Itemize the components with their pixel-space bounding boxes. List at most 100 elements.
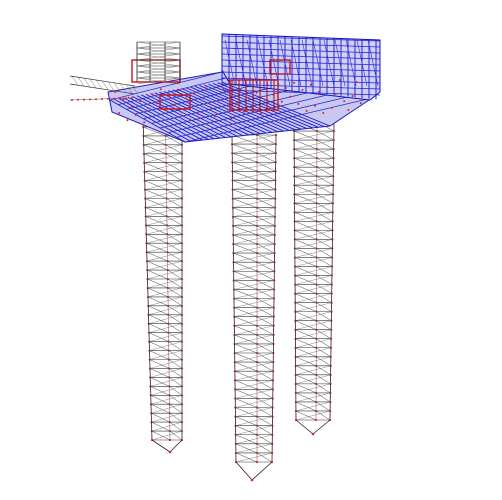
node <box>322 111 325 114</box>
leg-diagonal <box>233 289 258 299</box>
leg-diagonal <box>150 377 170 387</box>
node <box>231 188 234 191</box>
leg-diagonal <box>294 266 333 276</box>
module-block <box>221 33 381 101</box>
leg-diagonal <box>294 230 317 240</box>
leg-diagonal <box>232 198 258 208</box>
node <box>232 242 235 246</box>
leg-diagonal <box>151 412 170 423</box>
leg-diagonal <box>294 194 334 204</box>
leg-diagonal <box>234 334 258 345</box>
module-beam <box>221 53 381 60</box>
leg-tip <box>169 439 183 453</box>
leg-diagonal <box>235 425 258 435</box>
leg-diagonal <box>315 410 331 421</box>
leg-diagonal <box>147 269 183 280</box>
deck-beam <box>176 94 356 138</box>
node <box>234 103 237 106</box>
leg-diagonal <box>235 452 258 463</box>
leg-diagonal <box>168 341 183 351</box>
node <box>151 93 154 96</box>
node <box>168 450 172 454</box>
leg-diagonal <box>145 207 167 217</box>
boom-lacing <box>89 78 97 89</box>
leg-diagonal <box>148 332 169 342</box>
derrick-diagonal <box>136 59 181 67</box>
leg-diagonal <box>234 343 258 354</box>
leg-diagonal <box>169 386 183 396</box>
leg-diagonal <box>149 341 169 351</box>
module-beam <box>221 59 381 66</box>
leg-diagonal <box>166 171 183 181</box>
node <box>293 211 296 214</box>
node <box>231 142 234 146</box>
node <box>239 89 241 92</box>
leg-diagonal <box>147 269 168 280</box>
leg-diagonal <box>315 392 331 403</box>
leg-diagonal <box>294 257 333 267</box>
leg-diagonal <box>169 430 183 441</box>
leg-diagonal <box>148 296 183 307</box>
leg-diagonal <box>316 284 332 294</box>
leg-diagonal <box>295 302 332 312</box>
leg-diagonal <box>316 212 333 222</box>
leg <box>141 116 184 454</box>
node <box>232 224 235 227</box>
leg-diagonal <box>146 242 168 253</box>
leg-diagonal <box>295 311 332 321</box>
module-brace <box>334 39 346 87</box>
node <box>318 90 321 93</box>
deck-beam <box>123 97 203 141</box>
node <box>139 100 141 103</box>
leg-diagonal <box>316 130 334 141</box>
leg-diagonal <box>143 144 183 154</box>
leg-diagonal <box>295 275 332 285</box>
node <box>226 108 229 111</box>
leg-diagonal <box>234 307 274 317</box>
leg-diagonal <box>166 234 183 244</box>
leg-diagonal <box>315 383 331 394</box>
node <box>311 432 315 436</box>
leg-diagonal <box>168 332 183 342</box>
leg-diagonal <box>168 314 183 324</box>
module-brace <box>345 39 357 87</box>
leg-diagonal <box>294 221 333 231</box>
leg-diagonal <box>149 359 170 369</box>
node <box>289 95 291 98</box>
node <box>233 351 236 355</box>
deck-beam <box>109 71 223 101</box>
leg-diagonal <box>234 316 258 326</box>
leg-diagonal <box>166 216 183 226</box>
leg-diagonal <box>233 271 275 281</box>
leg-diagonal <box>147 278 168 289</box>
node <box>355 81 358 84</box>
node <box>268 107 271 110</box>
leg-diagonal <box>316 347 331 358</box>
deck-beam <box>203 84 307 129</box>
leg-diagonal <box>234 334 274 345</box>
node <box>259 112 262 115</box>
node <box>247 96 250 99</box>
node <box>234 406 237 409</box>
deck-beam <box>151 86 306 124</box>
leg-diagonal <box>256 280 275 290</box>
leg-diagonal <box>150 368 183 378</box>
node <box>314 104 316 107</box>
deck-beam <box>221 81 331 127</box>
deck-beam <box>114 98 192 142</box>
leg-diagonal <box>235 389 258 399</box>
leg-diagonal <box>233 234 258 245</box>
leg-diagonal <box>256 398 273 408</box>
node <box>330 106 333 109</box>
leg-diagonal <box>295 347 317 358</box>
deck-beam <box>150 93 238 137</box>
leg-diagonal <box>165 144 183 154</box>
leg-diagonal <box>232 198 276 208</box>
derrick-diagonal <box>136 53 181 61</box>
leg-diagonal <box>232 207 258 217</box>
boom-lacing <box>119 83 127 93</box>
leg-diagonal <box>143 144 167 155</box>
module-beam <box>221 41 381 48</box>
node <box>274 206 277 209</box>
leg-diagonal <box>232 143 276 154</box>
